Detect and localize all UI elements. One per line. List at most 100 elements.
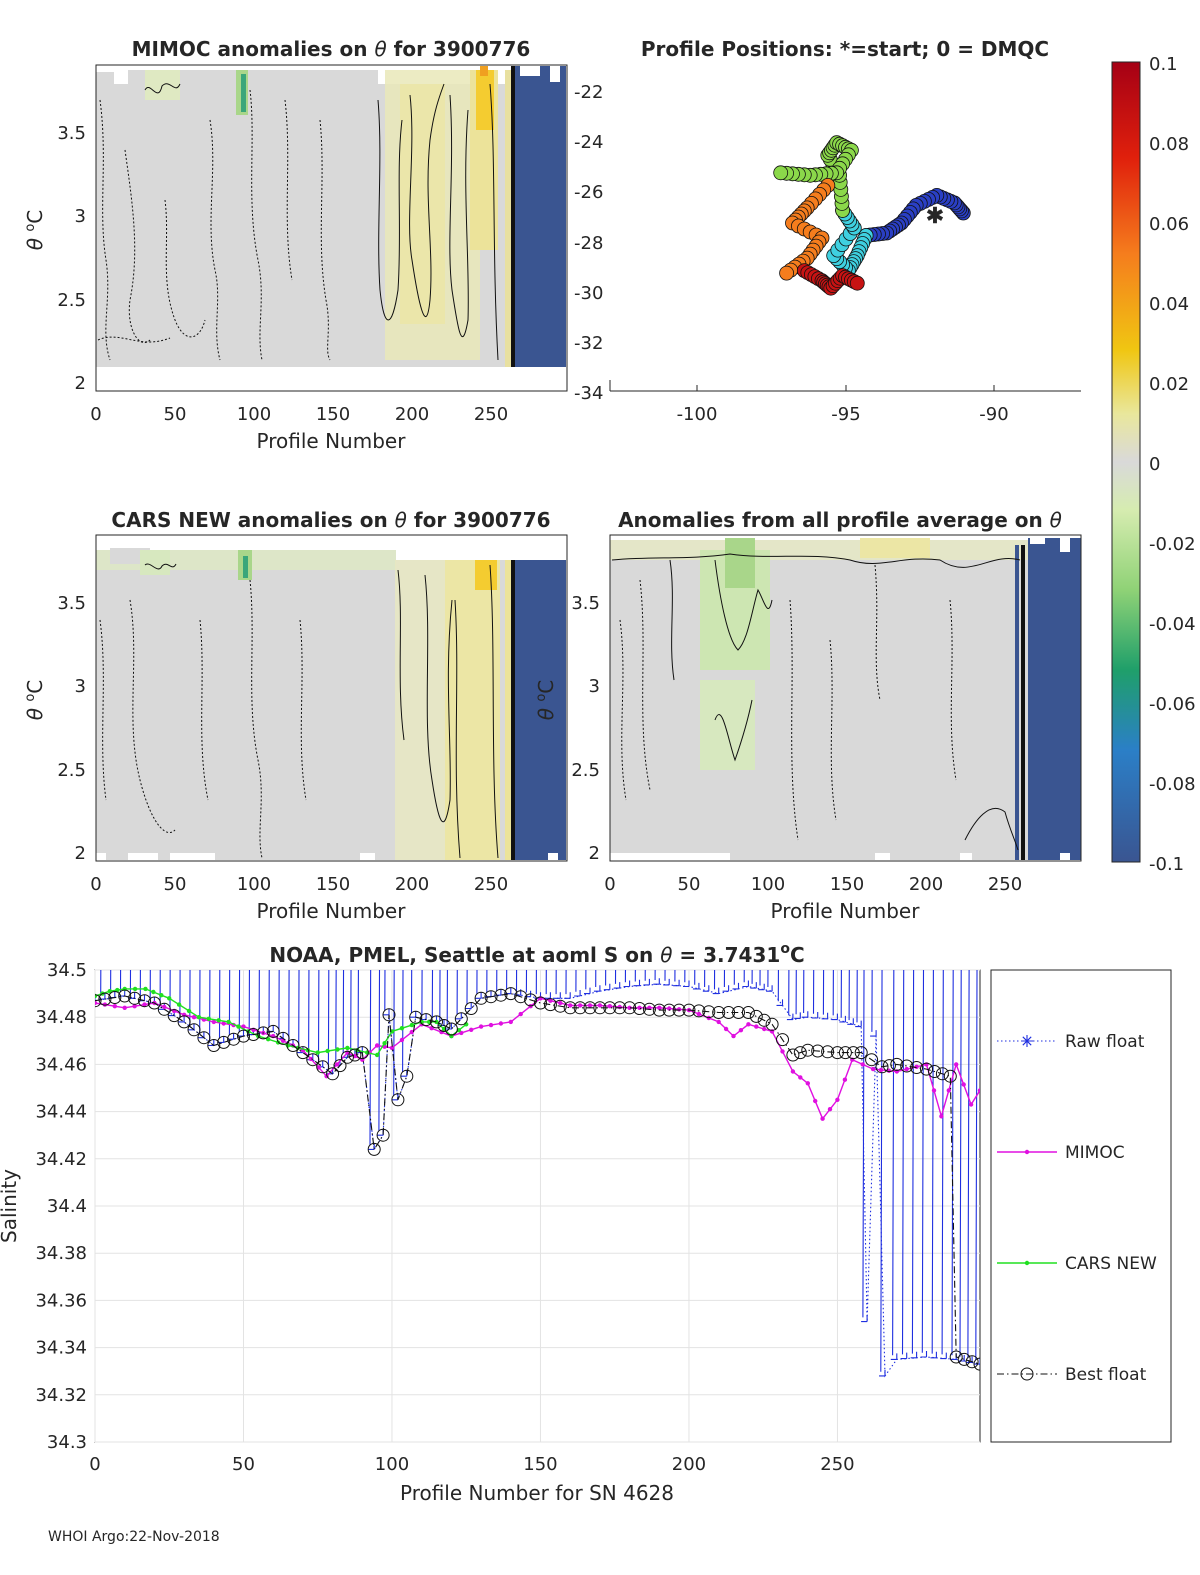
series-marker bbox=[151, 989, 156, 995]
series-marker bbox=[167, 996, 172, 1001]
colorbar-tick-label: 0.04 bbox=[1149, 294, 1189, 315]
series-marker bbox=[732, 1006, 745, 1019]
series-marker bbox=[603, 1001, 617, 1015]
ytick-label: -28 bbox=[574, 233, 603, 254]
allavg-panel: Anomalies from all profile average on θ bbox=[534, 508, 1082, 923]
series-marker bbox=[207, 970, 215, 1047]
series-marker bbox=[206, 1016, 211, 1021]
salinity-xticks: 0 50 100 150 200 250 bbox=[89, 1454, 854, 1475]
xtick-label: 50 bbox=[164, 404, 187, 425]
ytick-label: 34.3 bbox=[47, 1432, 87, 1453]
series-marker bbox=[128, 991, 142, 1005]
series-marker bbox=[237, 1029, 250, 1043]
series-marker bbox=[518, 1011, 523, 1017]
series-marker bbox=[191, 1015, 197, 1020]
series-marker bbox=[593, 970, 601, 992]
series-marker bbox=[475, 970, 482, 999]
mimoc-xticks: 0 50 100 150 200 250 bbox=[90, 404, 508, 425]
series-marker bbox=[465, 970, 472, 1010]
cars-yticks: 2 2.5 3 3.5 bbox=[57, 593, 86, 864]
series-marker bbox=[870, 1066, 876, 1072]
xtick-label: 150 bbox=[316, 404, 350, 425]
series-marker bbox=[805, 1081, 810, 1086]
series-marker bbox=[316, 1065, 321, 1070]
cars-xlabel: Profile Number bbox=[257, 899, 407, 923]
series-marker bbox=[573, 1001, 587, 1015]
series-marker bbox=[504, 987, 518, 1001]
series-marker bbox=[741, 1006, 755, 1019]
series-marker bbox=[514, 990, 528, 1004]
series-marker bbox=[766, 970, 773, 992]
xtick-label: 0 bbox=[90, 404, 101, 425]
series-marker bbox=[316, 1060, 330, 1074]
series-marker bbox=[197, 1031, 211, 1045]
series-marker bbox=[1024, 1149, 1030, 1155]
series-marker bbox=[286, 1039, 300, 1052]
allavg-xticks: 0 50 100 150 200 250 bbox=[604, 874, 1022, 895]
series-marker bbox=[376, 1128, 390, 1142]
series-marker bbox=[946, 1088, 951, 1093]
series-marker bbox=[382, 1008, 396, 1022]
series-marker bbox=[177, 1015, 191, 1029]
ytick-label: 34.46 bbox=[35, 1054, 87, 1075]
start-marker-icon: ✱ bbox=[926, 204, 944, 229]
series-marker bbox=[930, 970, 937, 1359]
series-marker bbox=[186, 1008, 192, 1014]
series-marker bbox=[455, 970, 462, 1020]
salinity-title: NOAA, PMEL, Seattle at aoml S on θ = 3.7… bbox=[269, 941, 804, 967]
series-marker bbox=[469, 1027, 474, 1033]
xtick-label: 150 bbox=[830, 874, 864, 895]
ytick-label: -24 bbox=[574, 132, 603, 153]
series-marker bbox=[554, 970, 561, 999]
series-marker bbox=[142, 1002, 147, 1007]
series-marker bbox=[454, 1012, 468, 1026]
colorbar-tick-label: 0.1 bbox=[1149, 54, 1178, 75]
series-marker bbox=[627, 1005, 632, 1010]
positions-title: Profile Positions: *=start; 0 = DMQC bbox=[641, 37, 1049, 61]
series-marker bbox=[132, 986, 138, 992]
series-marker bbox=[226, 1019, 231, 1025]
series-marker bbox=[875, 1060, 889, 1074]
series-marker bbox=[813, 1098, 818, 1104]
series-marker bbox=[798, 1075, 803, 1080]
legend-label: CARS NEW bbox=[1065, 1254, 1157, 1274]
series-marker bbox=[355, 1046, 369, 1060]
series-marker bbox=[334, 1062, 340, 1067]
series-marker bbox=[878, 1067, 884, 1073]
series-marker bbox=[564, 970, 571, 999]
series-marker bbox=[702, 970, 710, 992]
salinity-grid bbox=[94, 969, 980, 1443]
series-marker bbox=[419, 1013, 433, 1027]
salinity-panel: NOAA, PMEL, Seattle at aoml S on θ = 3.7… bbox=[0, 941, 1172, 1505]
xtick-label: 100 bbox=[375, 1454, 409, 1475]
ytick-label: -22 bbox=[574, 82, 603, 103]
xtick-label: 250 bbox=[474, 404, 508, 425]
series-marker bbox=[583, 1001, 597, 1015]
ytick-label: 3 bbox=[75, 676, 86, 697]
colorbar-tick-label: -0.02 bbox=[1149, 534, 1196, 555]
series-marker bbox=[794, 970, 801, 1019]
colorbar-gradient bbox=[1111, 61, 1141, 863]
series-marker bbox=[132, 1004, 137, 1009]
xtick-label: 100 bbox=[751, 874, 785, 895]
colorbar-tick-label: -0.1 bbox=[1149, 854, 1184, 875]
series-marker bbox=[821, 970, 829, 1020]
series-marker bbox=[374, 1043, 380, 1048]
series-marker bbox=[211, 1019, 216, 1025]
series-marker bbox=[831, 970, 838, 1021]
series-marker bbox=[643, 970, 650, 986]
series-marker bbox=[553, 999, 567, 1013]
series-marker bbox=[712, 1006, 726, 1019]
series-marker bbox=[217, 1035, 231, 1049]
series-marker bbox=[348, 1048, 362, 1062]
series-marker bbox=[723, 1026, 729, 1032]
series-marker bbox=[762, 1026, 767, 1032]
series-marker bbox=[961, 1082, 966, 1087]
colorbar-tick-label: 0 bbox=[1149, 454, 1160, 475]
series-marker bbox=[738, 1028, 744, 1033]
series-marker bbox=[865, 1053, 879, 1067]
series-marker bbox=[830, 1046, 844, 1060]
series-marker bbox=[758, 970, 765, 991]
colorbar-tick-label: -0.08 bbox=[1149, 774, 1196, 795]
